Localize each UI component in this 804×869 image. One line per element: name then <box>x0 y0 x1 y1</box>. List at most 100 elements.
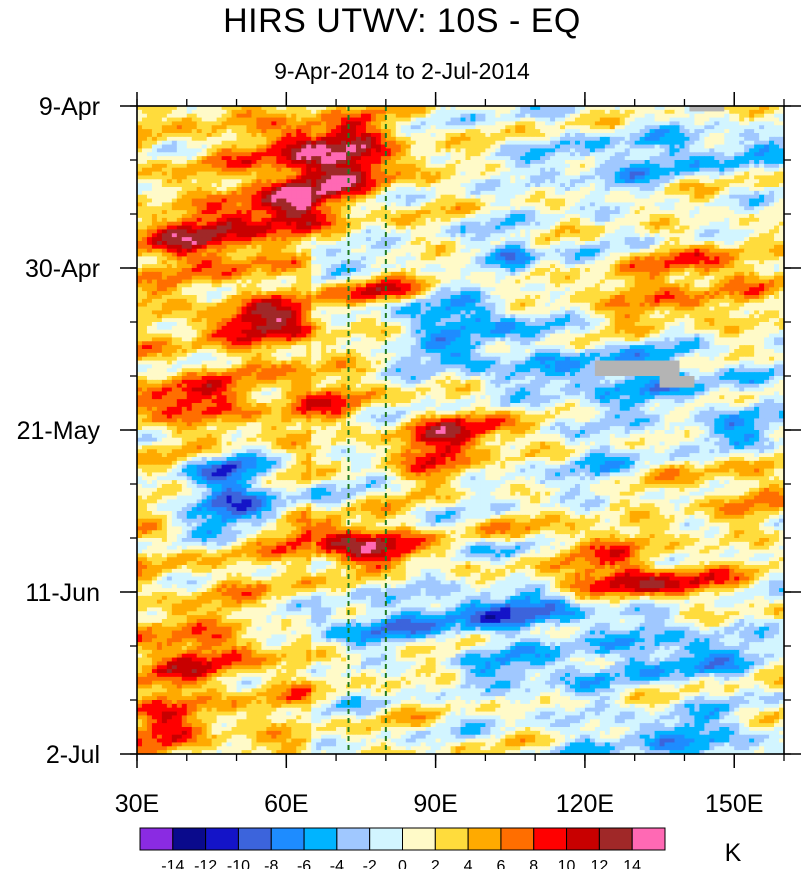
heatmap-cell <box>555 109 561 115</box>
heatmap-cell <box>301 140 307 146</box>
heatmap-cell <box>341 198 347 204</box>
heatmap-cell <box>550 171 556 177</box>
heatmap-cell <box>520 125 526 130</box>
heatmap-cell <box>599 136 606 142</box>
heatmap-cell <box>341 113 347 119</box>
heatmap-cell <box>699 190 705 196</box>
heatmap-cell <box>609 152 616 157</box>
heatmap-cell <box>599 133 606 138</box>
heatmap-cell <box>704 152 710 157</box>
heatmap-cell <box>540 244 546 250</box>
heatmap-cell <box>624 202 631 207</box>
heatmap-cell <box>689 225 696 231</box>
heatmap-cell <box>525 160 531 165</box>
heatmap-cell <box>674 198 681 204</box>
heatmap-cell <box>574 117 581 123</box>
heatmap-cell <box>510 175 516 180</box>
heatmap-cell <box>296 225 302 231</box>
heatmap-cell <box>400 202 407 207</box>
heatmap-cell <box>774 144 780 150</box>
heatmap-cell <box>654 129 661 134</box>
heatmap-cell <box>684 163 691 169</box>
heatmap-cell <box>380 156 387 161</box>
heatmap-cell <box>560 109 566 115</box>
heatmap-cell <box>510 206 516 211</box>
heatmap-cell <box>659 190 666 196</box>
heatmap-cell <box>360 106 367 111</box>
heatmap-cell <box>400 133 407 138</box>
heatmap-cell <box>341 133 347 138</box>
heatmap-cell <box>341 125 347 130</box>
heatmap-cell <box>137 183 143 188</box>
heatmap-cell <box>589 198 596 204</box>
heatmap-cell <box>744 133 750 138</box>
heatmap-cell <box>614 248 621 254</box>
heatmap-cell <box>599 202 606 207</box>
heatmap-cell <box>316 133 322 138</box>
heatmap-cell <box>629 136 636 142</box>
heatmap-cell <box>186 214 193 219</box>
heatmap-cell <box>390 167 397 173</box>
heatmap-cell <box>704 217 710 223</box>
heatmap-cell <box>390 202 397 207</box>
heatmap-cell <box>351 183 357 188</box>
heatmap-cell <box>231 133 238 138</box>
heatmap-cell <box>241 229 248 234</box>
heatmap-cell <box>216 175 223 180</box>
heatmap-cell <box>579 113 586 119</box>
heatmap-cell <box>629 233 636 238</box>
heatmap-cell <box>231 163 238 169</box>
heatmap-cell <box>520 190 526 196</box>
heatmap-cell <box>445 171 452 177</box>
heatmap-cell <box>360 175 367 180</box>
heatmap-cell <box>769 214 775 219</box>
heatmap-cell <box>151 160 158 165</box>
heatmap-cell <box>704 221 710 227</box>
heatmap-cell <box>490 125 496 130</box>
heatmap-cell <box>779 106 785 111</box>
heatmap-cell <box>684 221 691 227</box>
heatmap-cell <box>261 133 267 138</box>
heatmap-cell <box>440 190 447 196</box>
heatmap-cell <box>669 167 676 173</box>
heatmap-cell <box>569 160 576 165</box>
heatmap-cell <box>171 198 178 204</box>
heatmap-cell <box>624 241 631 246</box>
heatmap-cell <box>206 252 213 258</box>
heatmap-cell <box>729 217 735 223</box>
heatmap-cell <box>619 190 626 196</box>
heatmap-cell <box>365 140 372 146</box>
heatmap-cell <box>684 194 691 200</box>
heatmap-cell <box>565 206 571 211</box>
heatmap-cell <box>256 109 263 115</box>
heatmap-cell <box>764 109 770 115</box>
heatmap-cell <box>659 237 666 242</box>
heatmap-cell <box>410 106 417 111</box>
heatmap-cell <box>316 109 322 115</box>
heatmap-cell <box>614 210 621 215</box>
heatmap-cell <box>754 241 760 246</box>
heatmap-cell <box>659 136 666 142</box>
heatmap-cell <box>714 237 720 242</box>
heatmap-cell <box>400 237 407 242</box>
heatmap-cell <box>301 210 307 215</box>
heatmap-cell <box>301 152 307 157</box>
heatmap-cell <box>545 248 551 254</box>
heatmap-cell <box>375 210 382 215</box>
heatmap-cell <box>271 175 277 180</box>
heatmap-cell <box>619 244 626 250</box>
heatmap-cell <box>759 156 765 161</box>
heatmap-cell <box>779 136 785 142</box>
heatmap-cell <box>395 144 402 150</box>
heatmap-cell <box>719 121 725 126</box>
heatmap-cell <box>326 152 332 157</box>
heatmap-cell <box>609 133 616 138</box>
heatmap-cell <box>206 221 213 227</box>
heatmap-cell <box>779 129 785 134</box>
heatmap-cell <box>176 190 183 196</box>
heatmap-cell <box>256 156 263 161</box>
heatmap-cell <box>739 187 745 192</box>
heatmap-cell <box>525 229 531 234</box>
heatmap-cell <box>181 129 188 134</box>
heatmap-cell <box>321 175 327 180</box>
